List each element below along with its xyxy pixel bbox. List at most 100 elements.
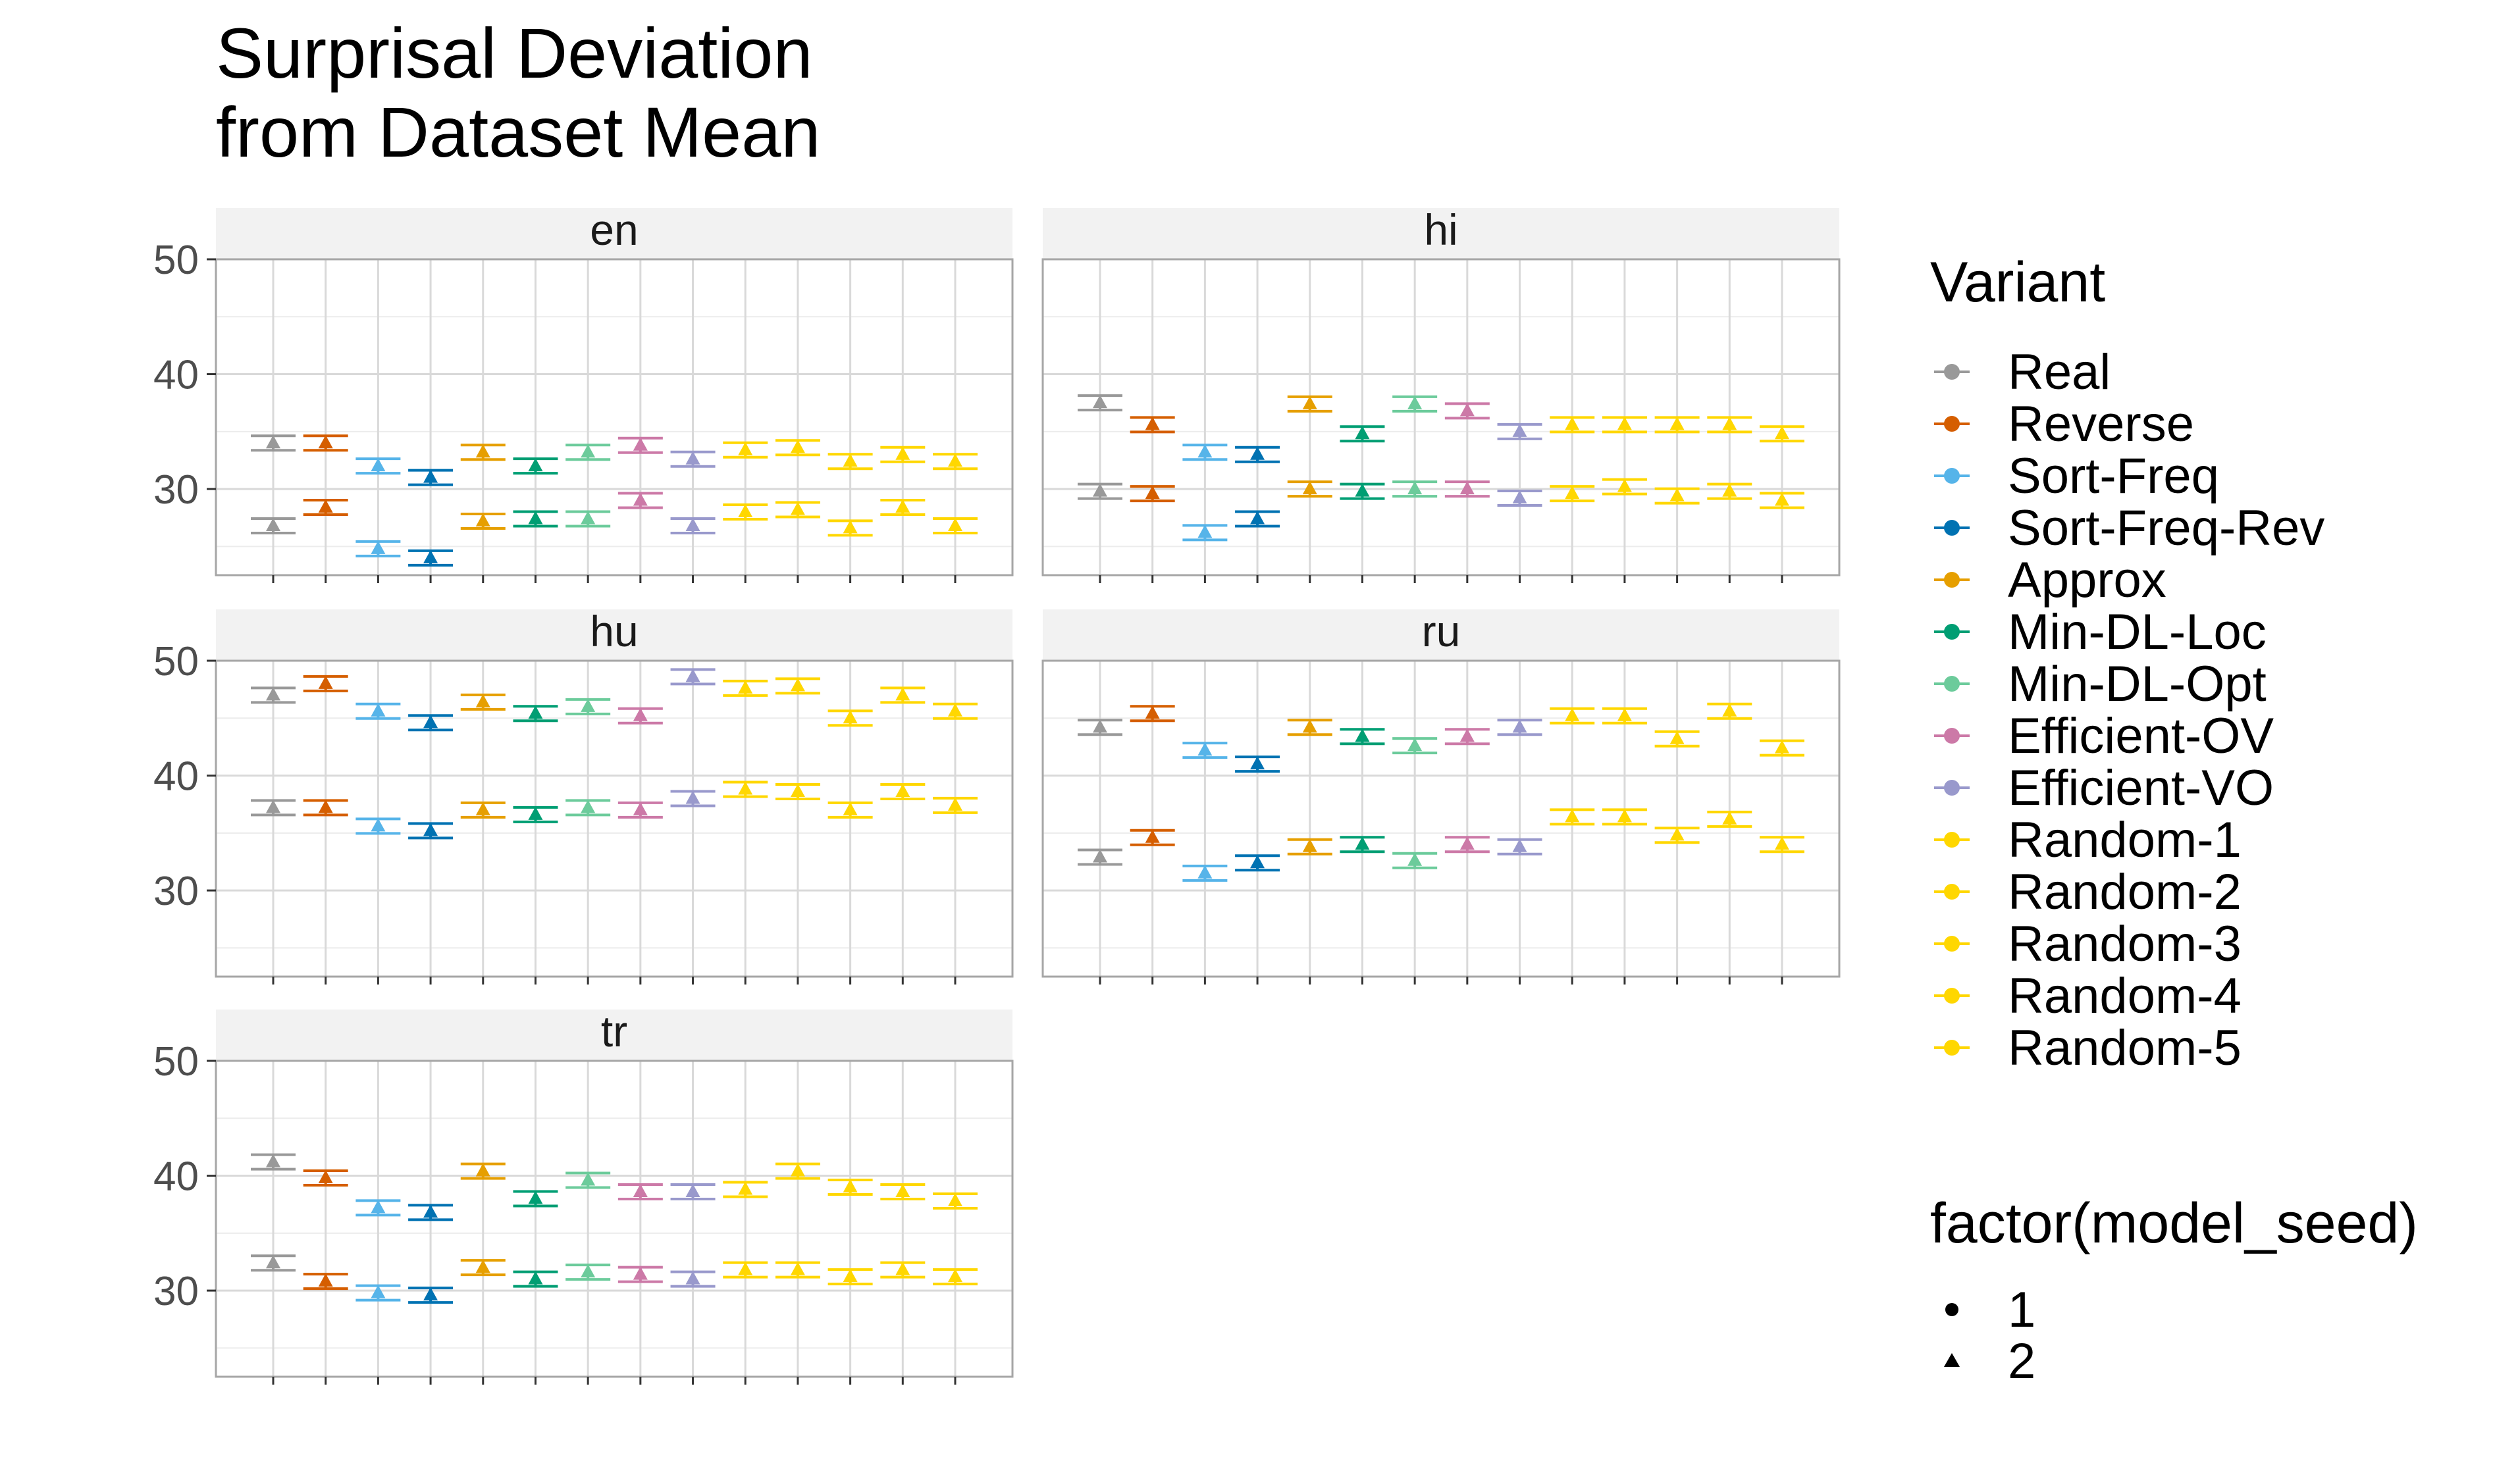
errorbar-Random-2-upper [775, 439, 820, 457]
point-seed-2 [318, 499, 333, 513]
legend-shape-label: 2 [2008, 1333, 2035, 1389]
point-seed-2 [371, 1285, 386, 1298]
y-tick-label: 30 [153, 869, 199, 914]
legend-item-Sort-Freq-Rev: Sort-Freq-Rev [1934, 500, 2324, 556]
point-seed-2 [266, 687, 280, 701]
errorbar-Reverse-lower [1130, 829, 1175, 846]
errorbar-Efficient-OV-lower [1444, 480, 1490, 498]
legend-label: Random-1 [2008, 812, 2242, 868]
point-seed-2 [738, 504, 753, 517]
errorbar-Sort-Freq-Rev-upper [408, 469, 454, 486]
errorbar-Random-3-lower [1654, 827, 1700, 844]
errorbar-Min-DL-Opt-lower [565, 1264, 611, 1281]
errorbar-Min-DL-Loc-upper [513, 457, 558, 475]
point-seed-2 [948, 453, 962, 467]
legend-label: Sort-Freq [2008, 448, 2219, 504]
errorbar-Efficient-VO-lower [1497, 838, 1542, 856]
legend-key-point [1944, 468, 1960, 484]
errorbar-Real-upper [251, 434, 296, 452]
errorbar-Min-DL-Opt-lower [1392, 852, 1438, 869]
point-seed-2 [633, 1183, 648, 1197]
point-seed-2 [1145, 486, 1160, 499]
panel-border [1041, 659, 1841, 978]
legend-key-point [1944, 780, 1960, 796]
legend-key-point [1944, 936, 1960, 952]
point-seed-2 [1775, 492, 1789, 506]
errorbar-Random-5-upper [1760, 739, 1804, 757]
point-seed-2 [1093, 483, 1107, 497]
point-seed-2 [423, 823, 438, 836]
errorbar-Real-lower [251, 799, 296, 817]
point-seed-2 [1669, 730, 1685, 744]
legend-shape-item-1: 1 [1945, 1282, 2035, 1338]
point-seed-2 [1250, 756, 1265, 770]
errorbar-Random-1-upper [1550, 416, 1595, 434]
point-seed-2 [1355, 836, 1370, 850]
point-seed-2 [1302, 396, 1317, 409]
legend-item-Random-3: Random-3 [1934, 916, 2242, 972]
errorbar-Real-upper [251, 686, 296, 704]
errorbar-Sort-Freq-Rev-upper [1235, 446, 1280, 463]
errorbar-Approx-upper [460, 1162, 506, 1180]
errorbar-Reverse-upper [303, 1169, 348, 1187]
facet-label: tr [601, 1007, 627, 1056]
errorbar-Random-5-lower [933, 796, 978, 814]
facet-hu: hu 30 40 50 [153, 607, 1014, 985]
point-seed-2 [1302, 719, 1317, 733]
errorbar-Min-DL-Opt-upper [1392, 395, 1438, 413]
facet-panels: en 30 40 50 hi hu 30 40 50 ru tr 30 40 50 [153, 205, 1841, 1385]
point-seed-2 [738, 442, 753, 455]
legend-item-Reverse: Reverse [1934, 396, 2194, 452]
errorbar-Min-DL-Loc-lower [1340, 482, 1385, 500]
errorbar-Random-3-upper [1654, 416, 1700, 434]
legend-key-point [1944, 1040, 1960, 1056]
point-seed-2 [843, 520, 858, 534]
point-seed-2 [1722, 703, 1737, 717]
point-seed-2 [1565, 486, 1580, 499]
point-seed-2 [423, 1287, 438, 1301]
errorbar-Random-4-lower [1707, 810, 1752, 828]
errorbar-Random-2-lower [775, 782, 820, 800]
errorbar-Efficient-OV-lower [617, 492, 663, 509]
point-seed-2 [1197, 444, 1213, 458]
facet-tr: tr 30 40 50 [153, 1007, 1014, 1385]
point-seed-2 [423, 469, 438, 483]
errorbar-Random-5-lower [933, 517, 978, 534]
errorbar-Sort-Freq-lower [355, 817, 401, 835]
errorbar-Approx-upper [1287, 395, 1332, 413]
errorbar-Sort-Freq-Rev-lower [1235, 854, 1280, 872]
errorbar-Efficient-OV-upper [617, 707, 663, 725]
errorbar-Min-DL-Opt-lower [1392, 480, 1438, 498]
point-seed-2 [948, 1192, 962, 1206]
errorbar-Random-2-lower [775, 1261, 820, 1279]
errorbar-Sort-Freq-lower [1182, 864, 1228, 882]
point-seed-2 [1407, 396, 1423, 409]
point-seed-2 [528, 1190, 543, 1204]
y-tick-label: 40 [153, 754, 199, 800]
legend-key-point [1944, 520, 1960, 536]
point-seed-2 [633, 707, 648, 721]
point-seed-2 [790, 1262, 805, 1275]
point-seed-2 [266, 435, 280, 449]
errorbar-Sort-Freq-Rev-upper [408, 714, 454, 732]
point-seed-2 [1302, 481, 1317, 495]
errorbar-Real-lower [1078, 848, 1122, 866]
errorbar-Approx-lower [460, 512, 506, 530]
point-seed-2 [423, 715, 438, 729]
errorbar-Random-4-lower [880, 1261, 926, 1279]
errorbar-Random-5-lower [1760, 492, 1804, 509]
facet-strip [216, 609, 1012, 661]
facet-hi: hi [1041, 205, 1841, 583]
point-seed-2 [528, 1271, 543, 1285]
errorbar-Min-DL-Opt-upper [1392, 737, 1438, 755]
errorbar-Sort-Freq-upper [355, 702, 401, 720]
point-seed-2 [1197, 525, 1213, 538]
errorbar-Random-1-upper [723, 679, 768, 697]
errorbar-Random-3-upper [827, 1179, 873, 1196]
legend-title-seed: factor(model_seed) [1930, 1192, 2418, 1255]
errorbar-Approx-upper [460, 444, 506, 461]
errorbar-Reverse-upper [1130, 705, 1175, 723]
errorbar-Random-4-upper [1707, 416, 1752, 434]
point-seed-2 [1669, 488, 1685, 501]
errorbar-Sort-Freq-lower [1182, 524, 1228, 542]
